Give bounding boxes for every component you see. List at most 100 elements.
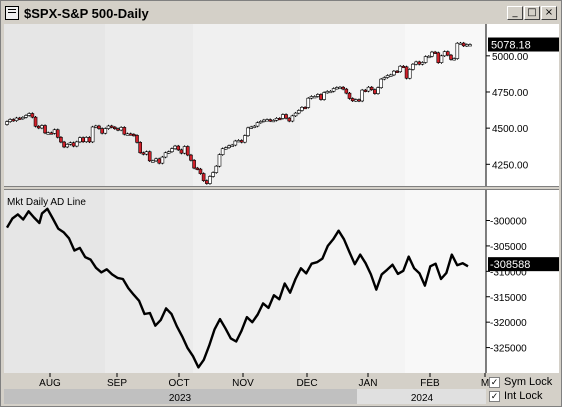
candle-body xyxy=(103,128,108,134)
candle-body xyxy=(220,148,225,155)
candle-body xyxy=(468,44,472,47)
candle-body xyxy=(246,127,250,136)
candle-body xyxy=(249,126,253,129)
candle-body xyxy=(350,98,355,102)
price-panel-band xyxy=(105,24,193,186)
ad-panel-title: Mkt Daily AD Line xyxy=(7,197,86,208)
candle-body xyxy=(62,141,66,148)
candle-body xyxy=(204,180,209,184)
candle-body xyxy=(398,65,403,73)
candle-body xyxy=(455,42,460,59)
candle-body xyxy=(211,172,215,177)
candle-body xyxy=(93,125,98,128)
candle-body xyxy=(325,91,330,94)
candle-body xyxy=(414,61,418,65)
maximize-button[interactable]: □ xyxy=(524,6,540,20)
sym-lock-label: Sym Lock xyxy=(504,376,553,388)
candle-body xyxy=(195,167,200,170)
candle-body xyxy=(442,51,447,57)
month-label: JAN xyxy=(359,378,378,389)
candle-body xyxy=(265,119,269,122)
price-tick-label: 4750.00 xyxy=(492,88,529,99)
candle-body xyxy=(144,151,149,155)
candle-body xyxy=(449,54,453,60)
candle-body xyxy=(185,146,190,156)
month-label: AUG xyxy=(39,378,61,389)
price-panel-band xyxy=(300,24,405,186)
candle-body xyxy=(268,119,273,122)
candle-body xyxy=(407,69,412,79)
candle-body xyxy=(354,99,358,102)
month-label: FEB xyxy=(420,378,440,389)
year-axis-2024 xyxy=(357,389,486,404)
candle-body xyxy=(296,110,301,114)
year-label: 2024 xyxy=(411,393,434,404)
candle-body xyxy=(68,142,73,145)
candle-body xyxy=(214,165,219,173)
candle-body xyxy=(465,44,469,47)
candle-body xyxy=(236,140,241,143)
int-lock-checkbox[interactable]: ✓ xyxy=(489,391,500,402)
candle-body xyxy=(189,154,193,161)
candle-body xyxy=(392,70,396,76)
month-label: DEC xyxy=(296,378,317,389)
candle-body xyxy=(369,86,374,90)
candle-body xyxy=(271,120,276,123)
candle-body xyxy=(344,88,349,94)
candle-body xyxy=(87,137,92,143)
candle-body xyxy=(331,88,336,92)
ad-panel-band xyxy=(405,190,486,373)
candle-body xyxy=(306,97,311,108)
candle-body xyxy=(258,121,263,124)
candle-body xyxy=(5,121,9,125)
candle-body xyxy=(106,125,111,129)
price-panel-band xyxy=(405,24,486,186)
candle-body xyxy=(176,145,181,151)
price-tick-label: 5000.00 xyxy=(492,52,529,63)
candle-body xyxy=(382,77,387,80)
minimize-button[interactable]: _ xyxy=(507,6,523,20)
candle-body xyxy=(262,119,266,122)
candle-body xyxy=(411,63,415,70)
ad-tick-label: -320000 xyxy=(490,318,527,329)
candle-body xyxy=(452,58,456,61)
candle-body xyxy=(97,125,101,129)
month-axis xyxy=(4,374,486,389)
candle-body xyxy=(426,55,431,59)
candle-body xyxy=(116,128,120,131)
close-button[interactable]: × xyxy=(541,6,557,20)
candle-body xyxy=(154,158,158,162)
candle-body xyxy=(322,92,326,100)
right-axis-area xyxy=(486,24,559,373)
candle-body xyxy=(78,137,82,143)
candle-body xyxy=(385,75,390,78)
candle-body xyxy=(284,114,288,119)
candle-body xyxy=(293,112,298,117)
title-bar[interactable]: $SPX-S&P 500-Daily _ □ × xyxy=(2,2,560,24)
candle-body xyxy=(312,96,317,99)
candle-body xyxy=(128,133,133,136)
candle-body xyxy=(363,89,368,92)
price-tick-label: 4250.00 xyxy=(492,160,529,171)
window-menu-icon[interactable] xyxy=(5,6,19,20)
candle-body xyxy=(274,118,279,121)
candle-body xyxy=(373,89,377,94)
price-panel-band xyxy=(4,24,105,186)
candle-body xyxy=(151,160,155,163)
candle-body xyxy=(113,126,117,130)
candle-body xyxy=(90,126,95,143)
candle-body xyxy=(46,132,51,135)
ad-tick-label: -310000 xyxy=(490,267,527,278)
candle-body xyxy=(239,140,244,143)
candle-body xyxy=(52,129,57,134)
candle-body xyxy=(100,128,104,134)
candle-body xyxy=(182,146,187,154)
candle-body xyxy=(33,116,38,127)
candle-body xyxy=(201,173,206,181)
candle-body xyxy=(135,135,139,143)
candle-body xyxy=(36,125,41,129)
candle-body xyxy=(417,61,422,65)
sym-lock-checkbox[interactable]: ✓ xyxy=(489,377,500,388)
price-panel-band xyxy=(193,24,300,186)
